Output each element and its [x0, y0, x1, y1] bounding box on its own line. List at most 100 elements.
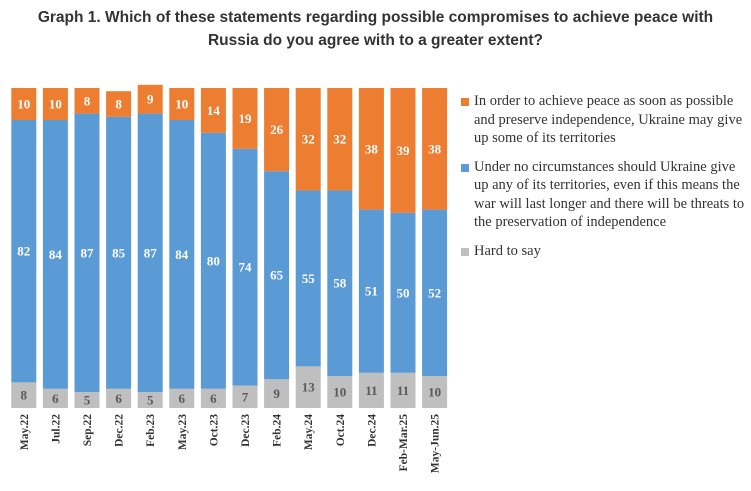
x-tick-label: Feb.23 — [145, 414, 157, 447]
bar-segment-give-up — [295, 88, 321, 191]
data-label-hard-to-say: 7 — [242, 389, 249, 404]
bar-segment-no-give-up — [11, 120, 37, 383]
bar-segment-give-up — [11, 88, 37, 120]
bar-segment-hard-to-say — [390, 372, 416, 408]
bar-segment-hard-to-say — [264, 379, 290, 408]
legend: In order to achieve peace as soon as pos… — [461, 92, 751, 270]
data-label-hard-to-say: 10 — [428, 385, 441, 400]
data-label-no-give-up: 87 — [81, 245, 95, 260]
bar-segment-hard-to-say — [137, 392, 163, 408]
data-label-no-give-up: 84 — [175, 247, 189, 262]
data-label-no-give-up: 74 — [239, 260, 253, 275]
data-label-give-up: 32 — [302, 132, 315, 147]
bar-segment-hard-to-say — [327, 376, 353, 408]
data-label-hard-to-say: 11 — [365, 383, 377, 398]
bar-segment-hard-to-say — [169, 388, 195, 408]
data-label-give-up: 8 — [84, 93, 91, 108]
data-label-hard-to-say: 9 — [273, 386, 280, 401]
bar-segment-no-give-up — [169, 120, 195, 389]
chart-title: Graph 1. Which of these statements regar… — [0, 6, 751, 52]
bar-segment-hard-to-say — [232, 385, 258, 408]
bar-segment-no-give-up — [422, 209, 448, 376]
data-label-no-give-up: 82 — [17, 244, 30, 259]
data-label-give-up: 8 — [115, 97, 122, 112]
legend-swatch-give-up — [461, 98, 469, 106]
x-tick-label: May.23 — [177, 414, 189, 450]
data-label-hard-to-say: 13 — [302, 380, 316, 395]
bar-segment-no-give-up — [42, 120, 68, 389]
data-label-no-give-up: 55 — [302, 271, 316, 286]
x-tick-label: Oct.23 — [208, 414, 220, 447]
data-label-give-up: 32 — [333, 132, 346, 147]
data-label-hard-to-say: 5 — [84, 393, 91, 408]
x-tick-label: May.24 — [303, 414, 315, 450]
data-label-no-give-up: 50 — [397, 285, 410, 300]
data-label-hard-to-say: 6 — [52, 391, 59, 406]
data-label-give-up: 10 — [17, 97, 30, 112]
x-tick-label: Jul.22 — [50, 414, 62, 444]
data-label-give-up: 38 — [428, 141, 442, 156]
bar-segment-give-up — [422, 88, 448, 210]
legend-item-give-up: In order to achieve peace as soon as pos… — [461, 92, 751, 148]
x-tick-label: May.22 — [19, 414, 31, 450]
chart-title-line-1: Graph 1. Which of these statements regar… — [37, 9, 714, 26]
legend-swatch-no-give-up — [461, 163, 469, 172]
data-label-no-give-up: 87 — [144, 245, 158, 260]
bar-segment-give-up — [200, 88, 226, 133]
bar-segment-hard-to-say — [11, 382, 37, 408]
x-tick-label: Sep.22 — [82, 414, 94, 447]
data-label-no-give-up: 65 — [270, 268, 284, 283]
bar-segment-no-give-up — [390, 212, 416, 373]
bar-segment-no-give-up — [327, 190, 353, 376]
legend-item-no-give-up: Under no circumstances should Ukraine gi… — [461, 158, 751, 232]
bar-segment-no-give-up — [295, 190, 321, 367]
data-label-no-give-up: 58 — [333, 276, 347, 291]
bar-segment-no-give-up — [74, 113, 100, 392]
data-label-hard-to-say: 11 — [397, 383, 409, 398]
bar-segment-hard-to-say — [295, 366, 321, 408]
x-tick-label: Feb.24 — [272, 414, 284, 447]
bar-segment-give-up — [232, 88, 258, 149]
legend-item-hard-to-say: Hard to say — [461, 242, 751, 261]
data-label-no-give-up: 80 — [207, 253, 220, 268]
legend-label-no-give-up: Under no circumstances should Ukraine gi… — [474, 158, 745, 231]
x-tick-label: Dec.24 — [366, 414, 378, 447]
legend-swatch-hard-to-say — [461, 247, 469, 256]
data-label-give-up: 39 — [397, 143, 411, 158]
bar-segment-give-up — [106, 91, 132, 117]
data-label-hard-to-say: 8 — [21, 388, 28, 403]
bar-segment-give-up — [327, 88, 353, 191]
legend-label-give-up: In order to achieve peace as soon as pos… — [474, 93, 743, 146]
bar-segment-no-give-up — [200, 132, 226, 389]
data-label-give-up: 38 — [365, 141, 379, 156]
data-label-give-up: 14 — [207, 103, 221, 118]
bar-segment-give-up — [42, 88, 68, 120]
x-tick-label: May-Jun.25 — [430, 414, 442, 473]
bar-segment-no-give-up — [232, 148, 258, 386]
bar-segment-give-up — [358, 88, 384, 210]
bar-segment-no-give-up — [264, 171, 290, 380]
data-label-give-up: 9 — [147, 92, 154, 107]
bar-segment-give-up — [264, 88, 290, 172]
data-label-give-up: 10 — [49, 97, 62, 112]
x-tick-label: Feb-Mar.25 — [398, 414, 410, 472]
data-label-hard-to-say: 6 — [115, 391, 122, 406]
x-tick-label: Dec.22 — [114, 414, 126, 447]
bar-segment-hard-to-say — [42, 388, 68, 408]
bar-segment-hard-to-say — [74, 392, 100, 408]
bar-segment-no-give-up — [358, 209, 384, 373]
bar-segment-hard-to-say — [422, 376, 448, 408]
data-label-hard-to-say: 6 — [179, 391, 186, 406]
data-label-hard-to-say: 10 — [333, 385, 346, 400]
data-label-no-give-up: 84 — [49, 247, 63, 262]
bar-segment-give-up — [390, 88, 416, 213]
data-label-no-give-up: 85 — [112, 245, 126, 260]
bar-segment-give-up — [169, 88, 195, 120]
x-tick-label: Dec.23 — [240, 414, 252, 447]
bar-segment-give-up — [74, 88, 100, 114]
data-label-give-up: 19 — [239, 111, 253, 126]
data-label-give-up: 10 — [175, 97, 188, 112]
bar-segment-hard-to-say — [106, 388, 132, 408]
data-label-hard-to-say: 6 — [210, 391, 217, 406]
